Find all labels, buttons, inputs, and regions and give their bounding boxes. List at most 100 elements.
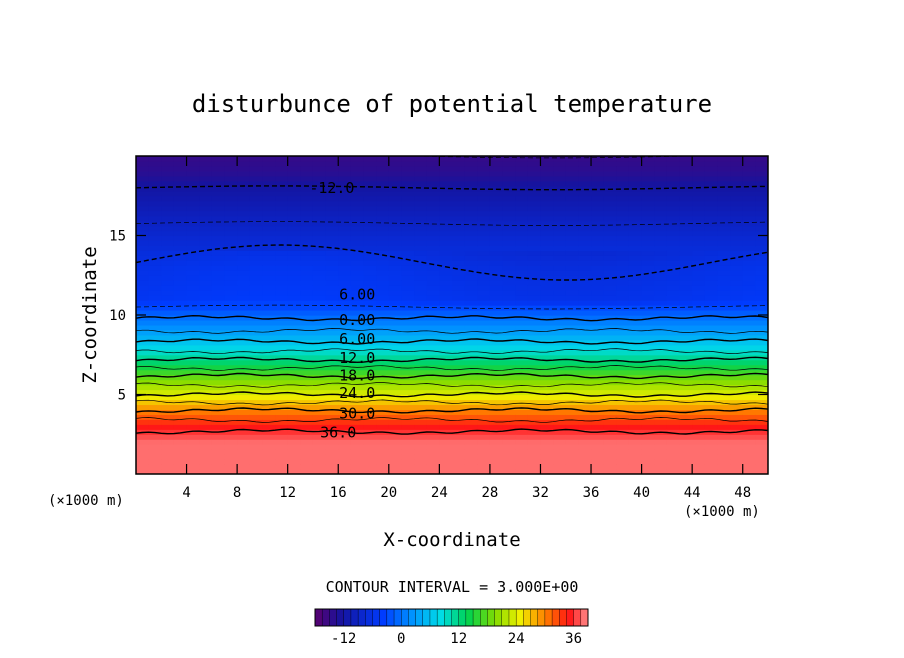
field-cell	[148, 319, 162, 326]
field-cell	[578, 459, 592, 465]
field-cell	[755, 265, 768, 271]
field-cell	[591, 156, 605, 162]
field-cell	[515, 454, 529, 460]
field-cell	[287, 235, 301, 242]
field-cell	[325, 310, 339, 316]
field-cell	[199, 454, 213, 460]
field-cell	[742, 245, 756, 252]
field-cell	[452, 384, 466, 391]
field-cell	[616, 369, 630, 376]
field-cell	[654, 285, 668, 291]
field-cell	[262, 165, 276, 172]
field-cell	[730, 344, 744, 351]
field-cell	[515, 374, 529, 381]
field-cell	[401, 439, 415, 445]
field-cell	[527, 359, 542, 366]
field-cell	[224, 210, 238, 217]
field-cell	[565, 175, 579, 182]
field-cell	[730, 305, 744, 311]
field-cell	[679, 255, 693, 261]
field-cell	[540, 300, 554, 306]
field-cell	[300, 160, 314, 167]
field-cell	[414, 240, 428, 247]
field-cell	[211, 399, 226, 406]
colorbar-swatch	[408, 608, 417, 627]
field-cell	[603, 310, 617, 316]
field-cell	[376, 195, 390, 202]
field-cell	[275, 265, 289, 271]
field-cell	[755, 329, 768, 336]
field-cell	[173, 374, 188, 381]
field-cell	[616, 459, 630, 465]
field-cell	[211, 409, 226, 415]
field-cell	[363, 454, 377, 460]
field-cell	[249, 409, 263, 415]
field-cell	[388, 270, 403, 276]
field-cell	[414, 444, 428, 450]
field-cell	[477, 295, 491, 301]
field-cell	[224, 459, 238, 465]
field-cell	[363, 305, 377, 311]
field-cell	[692, 290, 706, 296]
field-cell	[603, 349, 617, 356]
field-cell	[237, 305, 251, 311]
field-cell	[565, 324, 579, 331]
field-cell	[312, 449, 327, 455]
field-cell	[515, 205, 529, 212]
field-cell	[540, 464, 554, 470]
field-cell	[502, 165, 516, 172]
colorbar-swatch	[386, 608, 395, 627]
field-cell	[439, 324, 453, 331]
field-cell	[565, 215, 579, 222]
field-cell	[199, 369, 213, 376]
field-cell	[717, 424, 731, 430]
field-cell	[186, 424, 200, 430]
field-cell	[186, 275, 200, 281]
field-cell	[249, 379, 263, 386]
field-cell	[363, 160, 377, 167]
field-cell	[237, 399, 251, 406]
field-cell	[312, 195, 327, 202]
field-cell	[237, 439, 251, 445]
field-cell	[742, 424, 756, 430]
field-cell	[426, 280, 440, 286]
field-cell	[300, 225, 314, 232]
field-cell	[755, 205, 768, 212]
field-cell	[136, 160, 150, 167]
field-cell	[224, 285, 238, 291]
field-cell	[666, 449, 681, 455]
field-cell	[287, 424, 301, 430]
field-cell	[388, 200, 403, 207]
x-axis-unit-right: (×1000 m)	[684, 504, 760, 520]
field-cell	[692, 215, 706, 222]
field-cell	[376, 210, 390, 217]
field-cell	[173, 414, 188, 420]
field-cell	[730, 459, 744, 465]
field-cell	[591, 434, 605, 440]
field-cell	[742, 454, 756, 460]
field-cell	[628, 295, 643, 301]
field-cell	[628, 305, 643, 311]
field-cell	[338, 215, 352, 222]
field-cell	[603, 324, 617, 331]
field-cell	[553, 235, 567, 242]
field-cell	[628, 270, 643, 276]
field-cell	[578, 200, 592, 207]
field-cell	[591, 220, 605, 227]
field-cell	[312, 344, 327, 351]
field-cell	[439, 280, 453, 286]
field-cell	[616, 185, 630, 192]
field-cell	[755, 414, 768, 420]
field-cell	[616, 270, 630, 276]
field-cell	[502, 285, 516, 291]
field-cell	[338, 245, 352, 252]
field-cell	[211, 180, 226, 187]
field-cell	[287, 454, 301, 460]
field-cell	[363, 200, 377, 207]
field-cell	[591, 205, 605, 212]
field-cell	[401, 310, 415, 316]
field-cell	[591, 315, 605, 321]
field-cell	[717, 394, 731, 401]
field-cell	[717, 349, 731, 356]
field-cell	[173, 195, 188, 202]
